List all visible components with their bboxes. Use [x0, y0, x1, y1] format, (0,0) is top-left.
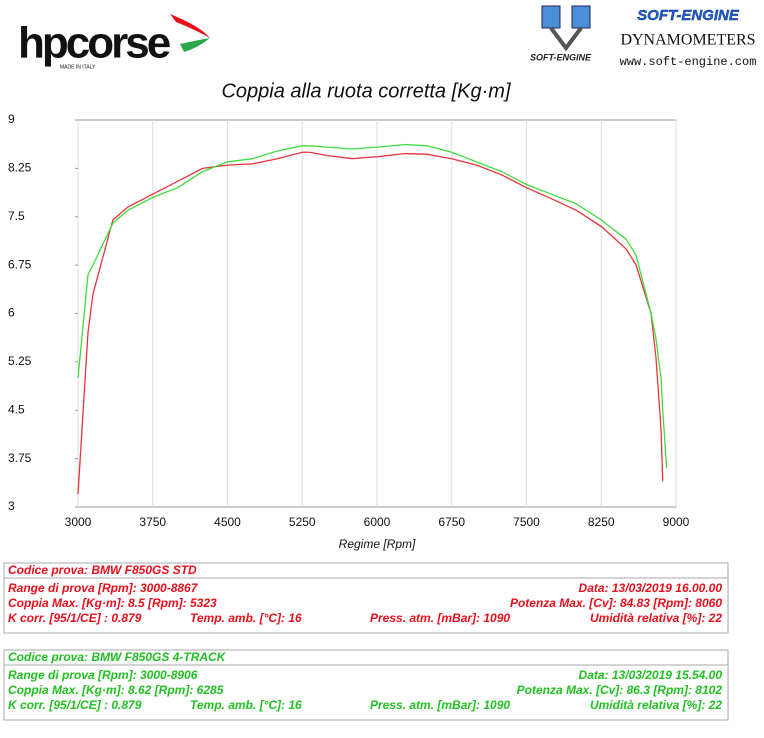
info-box [3, 649, 729, 721]
logo-swoosh [170, 14, 210, 38]
info-text: K corr. [95/1/CE] : 0.879 [8, 611, 142, 625]
info-text: Codice prova: BMW F850GS 4-TRACK [8, 650, 227, 664]
info-text: Temp. amb. [°C]: 16 [190, 611, 302, 625]
lab-name: SOFT-ENGINE [637, 7, 740, 24]
lab-logo-text: SOFT-ENGINE [530, 52, 592, 62]
y-tick-label: 6 [8, 306, 15, 320]
info-text: K corr. [95/1/CE] : 0.879 [8, 698, 142, 712]
y-tick-label: 9 [8, 112, 15, 126]
x-tick-label: 5250 [289, 515, 316, 529]
y-tick-label: 7.5 [8, 209, 25, 223]
x-axis-label: Regime [Rpm] [339, 537, 416, 551]
info-text: Data: 13/03/2019 15.54.00 [579, 668, 723, 682]
x-tick-label: 3750 [139, 515, 166, 529]
x-tick-label: 3000 [65, 515, 92, 529]
info-text: Press. atm. [mBar]: 1090 [370, 611, 510, 625]
info-text: Range di prova [Rpm]: 3000-8867 [8, 581, 199, 595]
info-text: Potenza Max. [Cv]: 84.83 [Rpm]: 8060 [510, 596, 722, 610]
x-tick-label: 4500 [214, 515, 241, 529]
x-tick-label: 6000 [364, 515, 391, 529]
info-text: Potenza Max. [Cv]: 86.3 [Rpm]: 8102 [517, 683, 723, 697]
info-text: Coppia Max. [Kg·m]: 8.5 [Rpm]: 5323 [8, 596, 217, 610]
brand-logo: hpcorse [18, 19, 170, 68]
brand-tagline: MADE IN ITALY [60, 64, 96, 70]
y-tick-label: 8.25 [8, 161, 32, 175]
torque-line [77, 143, 668, 469]
y-tick-label: 3.75 [8, 451, 32, 465]
lab-logo-icon [541, 5, 591, 52]
info-text: Data: 13/03/2019 16.00.00 [579, 581, 723, 595]
info-text: Press. atm. [mBar]: 1090 [370, 698, 510, 712]
info-text: Umidità relativa [%]: 22 [590, 611, 722, 625]
logo-swoosh [180, 38, 210, 52]
info-box [3, 562, 729, 634]
info-text: Temp. amb. [°C]: 16 [190, 698, 302, 712]
info-text: Coppia Max. [Kg·m]: 8.62 [Rpm]: 6285 [8, 683, 224, 697]
x-tick-label: 6750 [438, 515, 465, 529]
y-tick-label: 4.5 [8, 402, 25, 416]
x-tick-label: 9000 [663, 515, 690, 529]
x-tick-label: 8250 [588, 515, 615, 529]
info-text: Range di prova [Rpm]: 3000-8906 [8, 668, 198, 682]
x-tick-label: 7500 [513, 515, 540, 529]
y-tick-label: 5.25 [8, 354, 32, 368]
torque-line [77, 151, 664, 495]
info-text: Umidità relativa [%]: 22 [590, 698, 722, 712]
lab-type: DYNAMOMETERS [620, 32, 755, 49]
y-tick-label: 6.75 [8, 257, 32, 271]
lab-site: www.soft-engine.com [620, 55, 757, 69]
info-text: Codice prova: BMW F850GS STD [8, 563, 197, 577]
chart-title: Coppia alla ruota corretta [Kg·m] [221, 80, 510, 102]
y-tick-label: 3 [8, 499, 15, 513]
